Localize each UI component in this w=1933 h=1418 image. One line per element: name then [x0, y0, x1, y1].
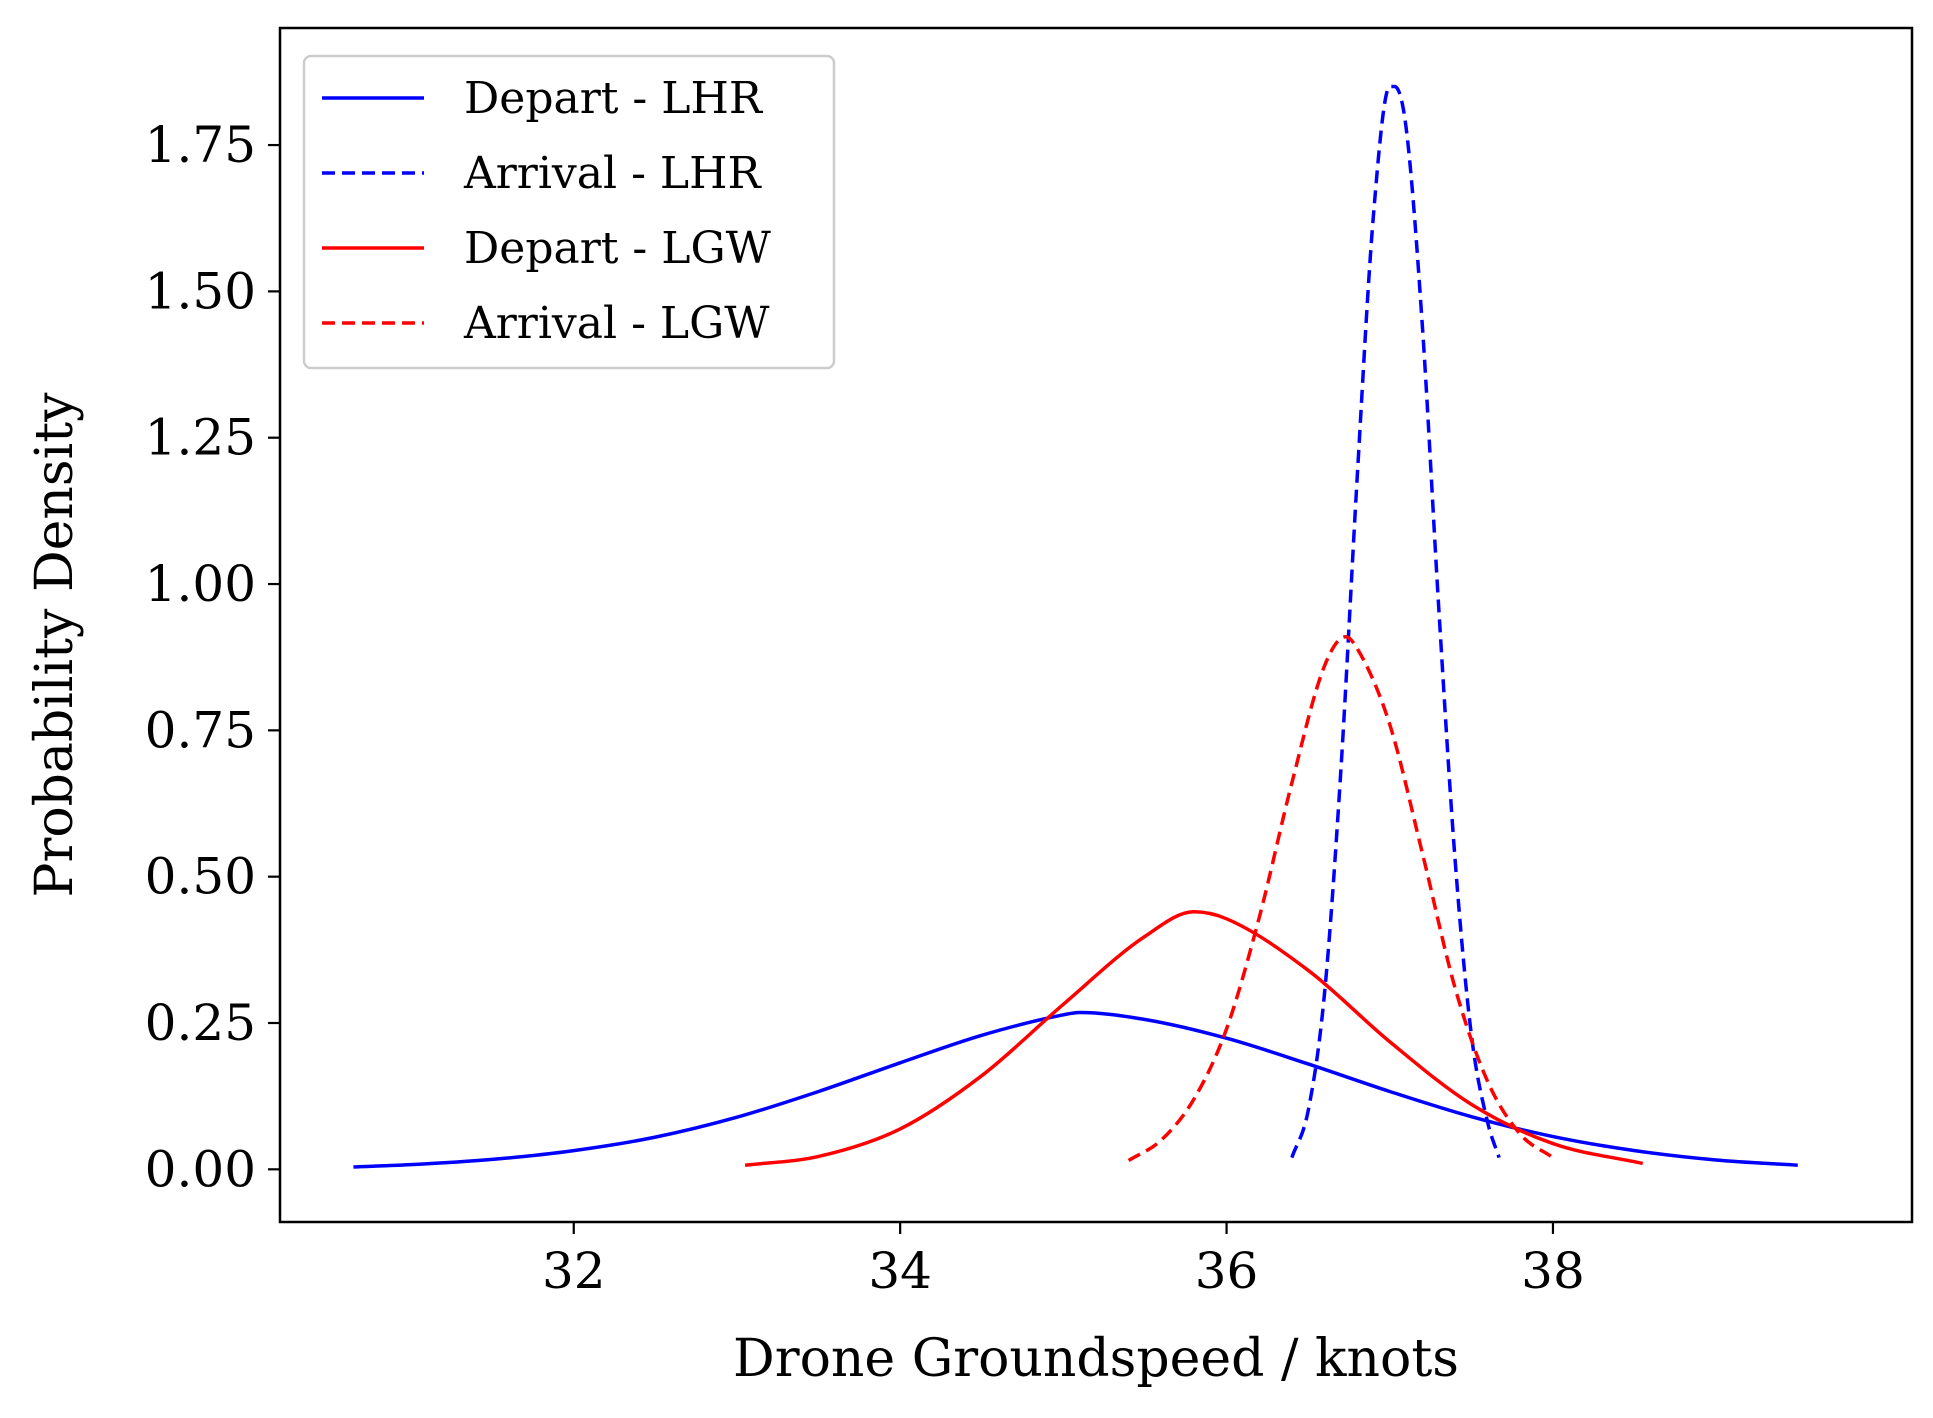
series-line-2 — [744, 910, 1644, 1167]
series-line-1 — [1290, 84, 1501, 1159]
y-tick-label: 1.00 — [145, 555, 256, 613]
plot-frame — [278, 26, 1914, 1224]
series-line-3 — [1127, 634, 1554, 1163]
y-tick-label: 0.25 — [145, 994, 256, 1052]
legend-label-0: Depart - LHR — [464, 73, 764, 124]
y-tick-label: 0.00 — [145, 1140, 256, 1198]
series-line-0 — [353, 1010, 1798, 1169]
legend-box — [302, 54, 836, 370]
x-tick-label: 36 — [1195, 1242, 1259, 1300]
y-axis-label: Probability Density — [25, 392, 85, 898]
y-tick-label: 1.75 — [145, 116, 256, 174]
y-tick-label: 0.50 — [145, 848, 256, 906]
x-axis-label: Drone Groundspeed / knots — [733, 1329, 1459, 1389]
x-tick-label: 38 — [1521, 1242, 1585, 1300]
legend: Depart - LHR Arrival - LHR Depart - LGW Arr… — [302, 54, 836, 370]
y-tick-label: 0.75 — [145, 701, 256, 759]
y-tick-label: 1.50 — [145, 262, 256, 320]
y-tick-label: 1.25 — [145, 409, 256, 467]
legend-label-3: Arrival - LGW — [463, 298, 770, 349]
legend-label-1: Arrival - LHR — [463, 148, 763, 199]
x-tick-label: 34 — [868, 1242, 932, 1300]
x-tick-label: 32 — [542, 1242, 606, 1300]
ticks-layer: 32 34 36 38 0.00 0.25 0.50 0.75 1.00 1.25 1.50 1.75 — [145, 116, 1585, 1300]
legend-label-2: Depart - LGW — [464, 223, 772, 274]
series-layer — [353, 84, 1798, 1169]
